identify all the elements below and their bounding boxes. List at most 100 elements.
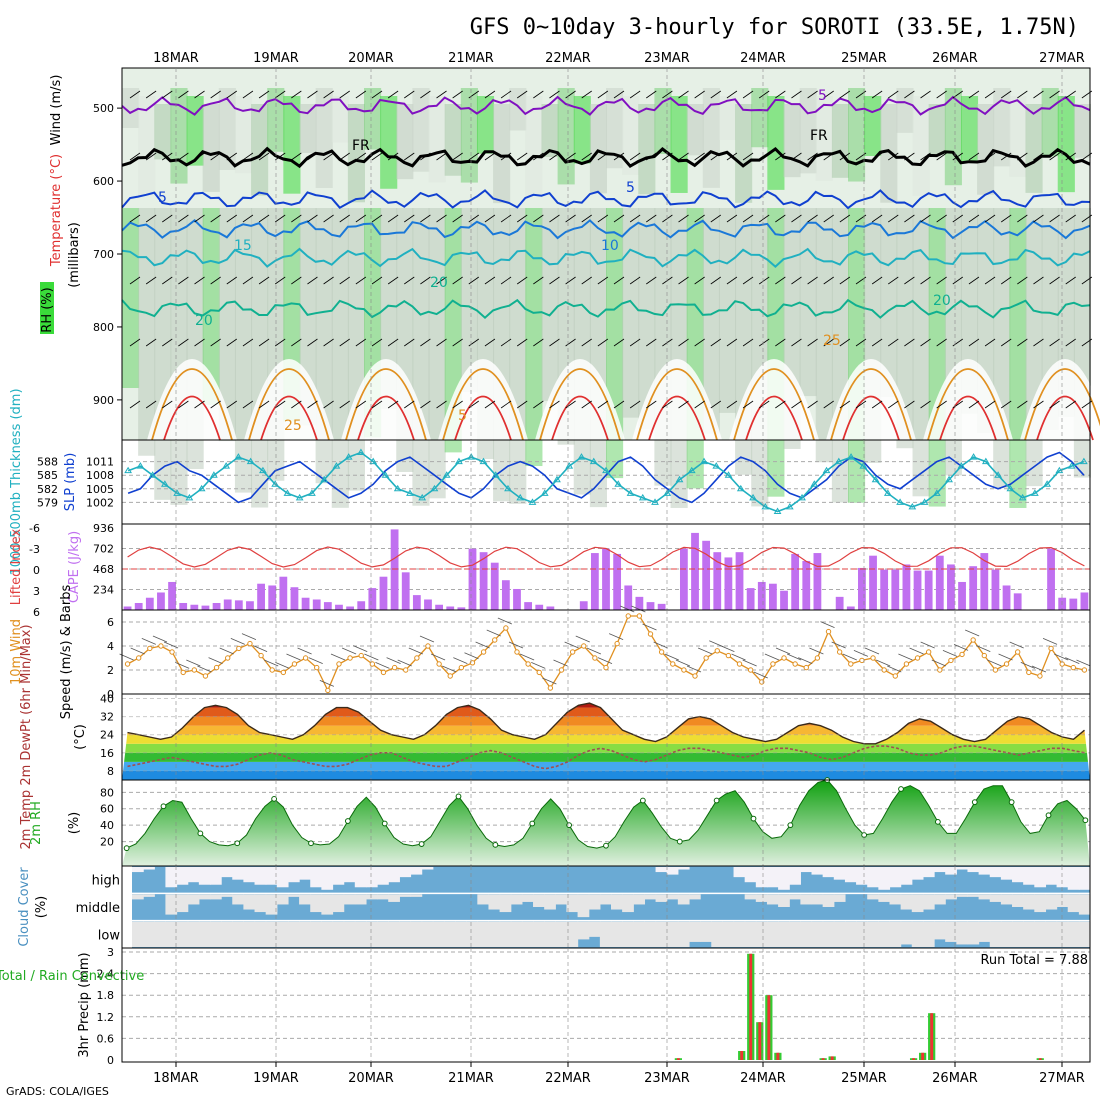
wind-barb-upper (742, 214, 754, 223)
wind-barb-upper (129, 338, 141, 347)
wind-barb-10m (620, 605, 635, 613)
cloud-low-gap (1023, 921, 1035, 947)
cloud-middle-gap (1078, 894, 1091, 915)
wind-barb-upper (984, 338, 996, 347)
wind-barb-10m (831, 641, 846, 649)
wind-barb-upper (129, 400, 141, 409)
wind-barb-upper (210, 90, 221, 99)
thickness-point (124, 466, 133, 474)
wind-barb-10m (653, 641, 668, 649)
wind-barb-upper (807, 152, 818, 161)
cloud-high-gap (165, 867, 178, 888)
rh-ytick-label: 80 (100, 786, 114, 799)
rh-shade-upper (1041, 88, 1059, 157)
wind-barb-upper (581, 276, 592, 285)
wind-barb-upper (920, 276, 931, 285)
wind-barb-upper (565, 276, 576, 285)
cloud-low-gap (421, 921, 434, 947)
wind-barb-upper (452, 276, 463, 285)
cloud-low-gap (265, 921, 278, 947)
wind-speed-point (269, 667, 275, 673)
wind-barb-upper (807, 338, 818, 347)
wind-barb-upper (613, 90, 625, 99)
wind-speed-point (436, 661, 442, 667)
rh-shade-mid (218, 208, 236, 442)
cape-bar (579, 601, 588, 610)
cloud-high-gap (365, 867, 378, 888)
wind-barb-upper (758, 276, 770, 285)
cloud-middle-gap (622, 894, 634, 913)
cloud-low-gap (733, 921, 746, 947)
wind-barb-10m (1042, 638, 1058, 645)
cape-bar (735, 552, 744, 610)
cloud-row-label: middle (76, 901, 120, 916)
thickness-point (271, 480, 280, 487)
rh-shade-upper (138, 96, 156, 196)
temp-band (122, 761, 1090, 771)
cape-bar (390, 529, 399, 610)
wind-barb-upper (371, 152, 383, 161)
cloud-low-gap (1000, 921, 1013, 947)
thickness-point (981, 457, 990, 465)
cape-bar (1069, 598, 1078, 610)
wind-barb-upper (888, 276, 899, 285)
wind-barb-10m (341, 647, 357, 655)
wind-barb-10m (597, 657, 613, 664)
wind-barb-upper (613, 338, 625, 347)
wind-speed-point (914, 655, 921, 661)
wind-barb-upper (549, 338, 560, 347)
wind-speed-point (247, 640, 253, 647)
rh-shade-mid (234, 208, 253, 493)
rh-shade-upper (1057, 96, 1075, 193)
cloud-high-gap (800, 867, 813, 873)
cape-bar (858, 567, 866, 610)
wind-speed-point (992, 667, 999, 673)
wind-barb-upper (597, 400, 609, 409)
cape-bar (590, 553, 599, 610)
contour-label: FR (352, 138, 370, 154)
wind-barb-upper (952, 152, 964, 161)
thickness-point (553, 475, 561, 483)
rh-point (271, 795, 278, 802)
wind-barb-10m (141, 638, 156, 645)
wind-barb-upper (888, 338, 899, 347)
wind-barb-upper (484, 276, 496, 285)
wind-barb-upper (1000, 400, 1012, 409)
wind-barb-upper (291, 152, 302, 161)
cloud-high-gap (254, 867, 267, 885)
cloud-low-gap (287, 921, 300, 947)
cape-bar (813, 553, 822, 610)
cloud-low-gap (822, 921, 835, 947)
wind-barb-10m (264, 659, 279, 667)
cloud-low-gap (978, 921, 991, 942)
wind-barb-upper (226, 276, 238, 285)
wind-barb-upper (307, 90, 318, 99)
wind-barb-upper (387, 276, 399, 285)
temp-ytick-label: 24 (100, 729, 114, 742)
wind-barb-10m (909, 647, 924, 655)
wind-barb-10m (197, 665, 212, 673)
legend-wind: Wind (m/s) (49, 75, 64, 146)
rh-shade-upper (977, 104, 995, 195)
thickness-point (920, 498, 929, 505)
rh-ylabel: (%) (67, 812, 82, 835)
wind-barb-upper (242, 214, 254, 223)
wind-barb-upper (904, 214, 915, 223)
wind-barb-upper (274, 90, 286, 99)
wind-barb-upper (936, 214, 947, 223)
date-label-bottom: 24MAR (740, 1071, 786, 1086)
rh-shade-upper (525, 96, 543, 196)
rh-point (713, 797, 720, 804)
cloud-low-gap (688, 921, 701, 942)
thickness-point (283, 489, 292, 496)
thickness-point (626, 489, 635, 496)
wind-barb-10m (686, 665, 702, 673)
rh-point (971, 799, 978, 806)
wind-barb-upper (629, 338, 641, 347)
cloud-middle-gap (867, 894, 879, 900)
slp-series-thickness (127, 451, 1085, 513)
rh-shade-mid (912, 208, 930, 497)
cloud-low-gap (432, 921, 445, 947)
wind-barb-upper (339, 214, 350, 223)
cloud-low-gap (1067, 921, 1080, 947)
